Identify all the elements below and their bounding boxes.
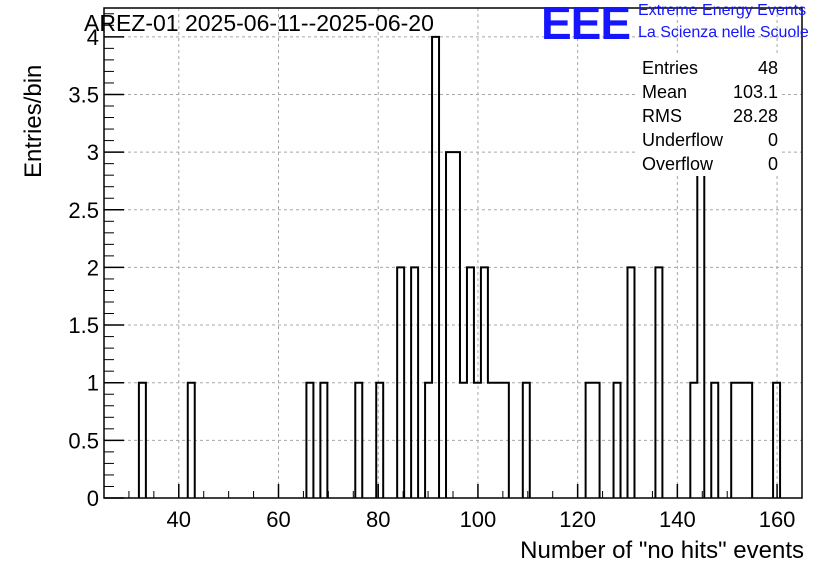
histogram-bin bbox=[481, 267, 488, 498]
histogram-bin bbox=[773, 383, 780, 498]
y-tick-label: 4 bbox=[87, 25, 99, 50]
stats-value: 48 bbox=[757, 58, 778, 78]
histogram-bin bbox=[690, 383, 697, 498]
y-axis-ticks: 0 0.5 1 1.5 2 2.5 3 3.5 4 bbox=[68, 13, 124, 511]
histogram-bin bbox=[397, 267, 404, 498]
stats-row-rms: RMS 28.28 bbox=[636, 104, 782, 128]
stats-label: Underflow bbox=[642, 130, 724, 150]
histogram-bin bbox=[495, 383, 502, 498]
y-tick-label: 0.5 bbox=[68, 428, 99, 453]
y-tick-label: 3.5 bbox=[68, 82, 99, 107]
histogram-bin bbox=[306, 383, 313, 498]
histogram-bin bbox=[697, 152, 704, 498]
histogram-bin bbox=[411, 267, 418, 498]
stats-row-underflow: Underflow 0 bbox=[636, 128, 782, 152]
histogram-bin bbox=[614, 383, 621, 498]
histogram-bin bbox=[460, 383, 467, 498]
logo-line-2: La Scienza nelle Scuole bbox=[638, 24, 809, 41]
histogram-bin bbox=[376, 383, 383, 498]
x-tick-label: 140 bbox=[659, 507, 696, 532]
histogram-bin bbox=[188, 383, 195, 498]
histogram-bin bbox=[425, 383, 432, 498]
stats-label: Entries bbox=[642, 58, 699, 78]
histogram-bin bbox=[523, 383, 530, 498]
histogram-bin bbox=[139, 383, 146, 498]
y-tick-label: 2.5 bbox=[68, 198, 99, 223]
histogram-bin bbox=[320, 383, 327, 498]
y-tick-label: 0 bbox=[87, 486, 99, 511]
y-axis-label: Entries/bin bbox=[20, 64, 47, 178]
histogram-bin bbox=[446, 152, 453, 498]
x-tick-label: 40 bbox=[167, 507, 191, 532]
y-tick-label: 3 bbox=[87, 140, 99, 165]
histogram-bin bbox=[731, 383, 738, 498]
histogram-bin bbox=[738, 383, 745, 498]
histogram-bin bbox=[586, 383, 593, 498]
stats-label: Overflow bbox=[642, 154, 714, 174]
logo-line-1: Extreme Energy Events bbox=[638, 2, 807, 19]
stats-value: 103.1 bbox=[732, 82, 778, 102]
histogram-bin bbox=[467, 267, 474, 498]
histogram-bin bbox=[474, 383, 481, 498]
stats-box: Entries 48 Mean 103.1 RMS 28.28 Underflo… bbox=[636, 56, 782, 176]
y-tick-label: 1 bbox=[87, 371, 99, 396]
logo-letters: EEE bbox=[541, 0, 631, 49]
histogram-bin bbox=[628, 267, 635, 498]
stats-value: 0 bbox=[767, 154, 778, 174]
histogram-outline bbox=[137, 35, 782, 498]
x-axis-ticks: 40 60 80 100 120 140 160 bbox=[103, 484, 803, 532]
stats-row-overflow: Overflow 0 bbox=[636, 152, 782, 176]
x-axis-label: Number of "no hits" events bbox=[520, 537, 804, 564]
y-tick-label: 1.5 bbox=[68, 313, 99, 338]
histogram-bin bbox=[745, 383, 752, 498]
stats-value: 0 bbox=[767, 130, 778, 150]
histogram-bin bbox=[432, 37, 439, 498]
histogram-bin bbox=[655, 267, 662, 498]
x-tick-label: 100 bbox=[460, 507, 497, 532]
x-tick-label: 120 bbox=[559, 507, 596, 532]
histogram-bin bbox=[355, 383, 362, 498]
chart-title: AREZ-01 2025-06-11--2025-06-20 bbox=[84, 10, 434, 36]
stats-row-entries: Entries 48 bbox=[636, 56, 782, 80]
y-tick-label: 2 bbox=[87, 255, 99, 280]
stats-label: RMS bbox=[642, 106, 682, 126]
histogram-bin bbox=[453, 152, 460, 498]
histogram-bin bbox=[711, 383, 718, 498]
histogram-bin bbox=[593, 383, 600, 498]
stats-row-mean: Mean 103.1 bbox=[636, 80, 782, 104]
x-tick-label: 160 bbox=[759, 507, 796, 532]
histogram-bin bbox=[502, 383, 509, 498]
x-tick-label: 80 bbox=[366, 507, 390, 532]
histogram-bin bbox=[488, 383, 495, 498]
stats-label: Mean bbox=[642, 82, 688, 102]
stats-value: 28.28 bbox=[732, 106, 778, 126]
x-tick-label: 60 bbox=[266, 507, 290, 532]
